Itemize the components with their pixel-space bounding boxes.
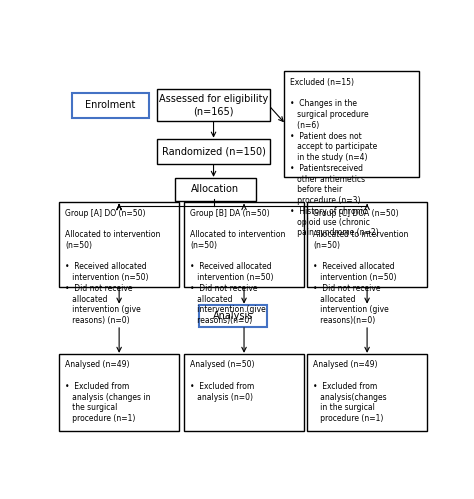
Text: Randomized (n=150): Randomized (n=150) [162,146,265,156]
Text: Enrolment: Enrolment [85,100,136,110]
FancyBboxPatch shape [184,354,303,431]
FancyBboxPatch shape [59,202,179,286]
Text: Assessed for eligibility
(n=165): Assessed for eligibility (n=165) [159,94,268,116]
Text: Group [C] DOA (n=50)

Allocated to intervention
(n=50)

•  Received allocated
  : Group [C] DOA (n=50) Allocated to interv… [313,209,409,325]
Text: Analysed (n=49)

•  Excluded from
   analysis (changes in
   the surgical
   pro: Analysed (n=49) • Excluded from analysis… [65,360,151,423]
FancyBboxPatch shape [156,89,271,121]
Text: Group [B] DA (n=50)

Allocated to intervention
(n=50)

•  Received allocated
   : Group [B] DA (n=50) Allocated to interve… [191,209,286,325]
Text: Excluded (n=15)

•  Changes in the
   surgical procedure
   (n=6)
•  Patient doe: Excluded (n=15) • Changes in the surgica… [290,78,379,238]
Text: Analysed (n=49)

•  Excluded from
   analysis(changes
   in the surgical
   proc: Analysed (n=49) • Excluded from analysis… [313,360,387,423]
FancyBboxPatch shape [175,178,256,201]
Text: Analysed (n=50)

•  Excluded from
   analysis (n=0): Analysed (n=50) • Excluded from analysis… [191,360,255,402]
FancyBboxPatch shape [199,304,267,327]
Text: Group [A] DO (n=50)

Allocated to intervention
(n=50)

•  Received allocated
   : Group [A] DO (n=50) Allocated to interve… [65,209,161,325]
FancyBboxPatch shape [184,202,303,286]
FancyBboxPatch shape [59,354,179,431]
Text: Allocation: Allocation [191,184,239,195]
Text: Analysis: Analysis [213,311,253,321]
FancyBboxPatch shape [72,92,149,118]
FancyBboxPatch shape [284,71,419,177]
FancyBboxPatch shape [307,354,427,431]
FancyBboxPatch shape [156,139,271,164]
FancyBboxPatch shape [307,202,427,286]
